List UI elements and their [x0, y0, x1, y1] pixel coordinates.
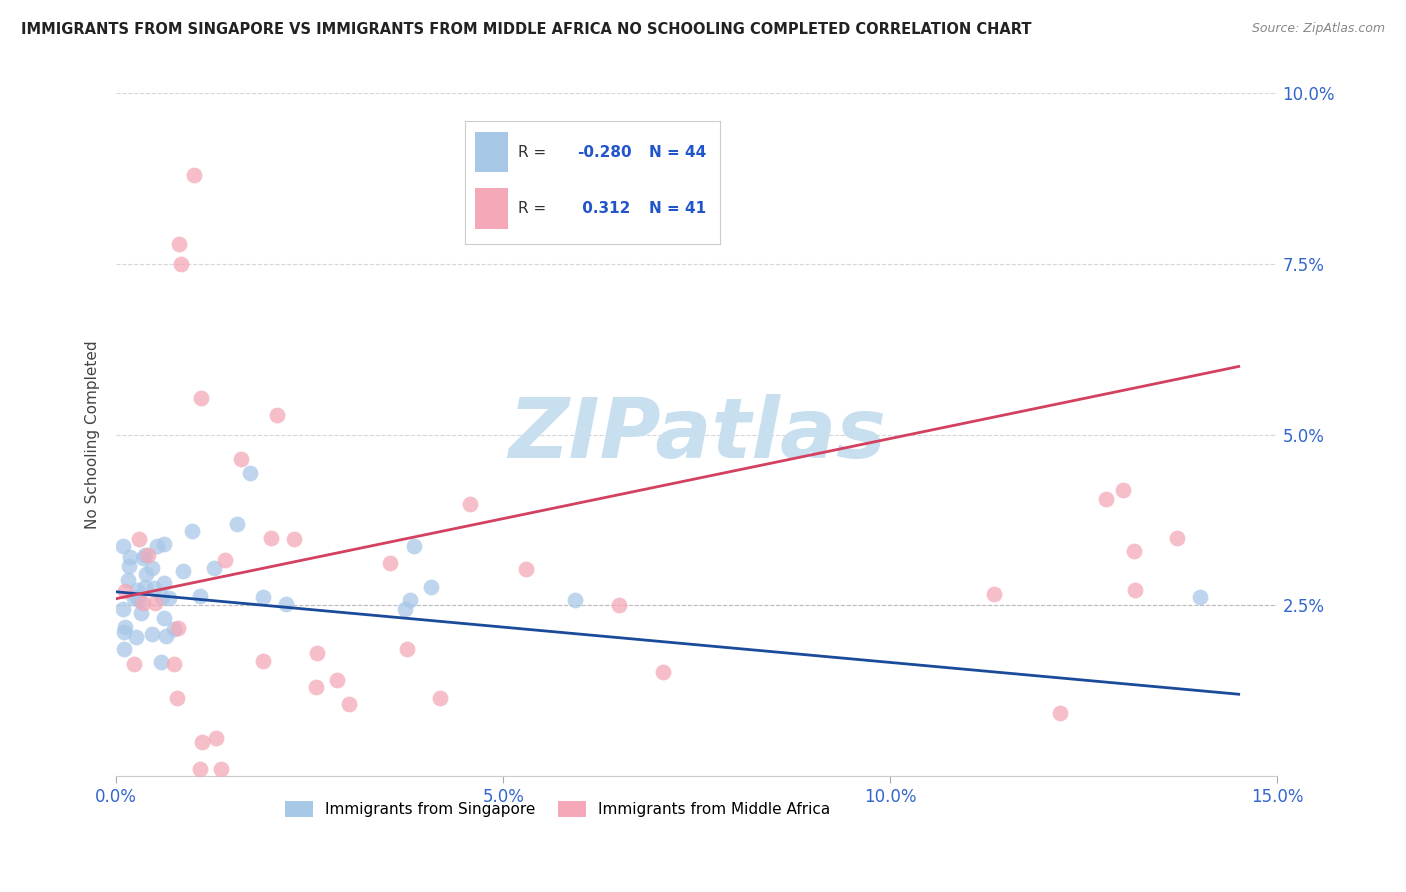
Point	[152, 611, 174, 625]
Point	[152, 537, 174, 551]
Point	[129, 607, 152, 621]
Point	[266, 408, 288, 422]
Point	[378, 556, 401, 570]
Point	[167, 621, 190, 635]
Point	[1122, 544, 1144, 558]
Point	[172, 565, 194, 579]
Point	[135, 566, 157, 581]
Point	[181, 524, 204, 538]
Point	[132, 550, 155, 565]
Point	[132, 596, 155, 610]
Point	[112, 602, 135, 616]
Point	[118, 558, 141, 573]
Point	[122, 591, 145, 605]
Legend: Immigrants from Singapore, Immigrants from Middle Africa: Immigrants from Singapore, Immigrants fr…	[278, 795, 837, 823]
Point	[337, 698, 360, 712]
Point	[117, 573, 139, 587]
Point	[143, 596, 166, 610]
Point	[146, 539, 169, 553]
Y-axis label: No Schooling Completed: No Schooling Completed	[86, 341, 100, 529]
Point	[111, 540, 134, 554]
Point	[202, 560, 225, 574]
Point	[252, 590, 274, 604]
Point	[183, 169, 205, 183]
Point	[404, 539, 426, 553]
Point	[136, 548, 159, 562]
Point	[150, 655, 173, 669]
Point	[276, 597, 298, 611]
Point	[399, 593, 422, 607]
Point	[1166, 531, 1188, 545]
Point	[190, 589, 212, 603]
Point	[305, 680, 328, 694]
Point	[141, 626, 163, 640]
Point	[209, 762, 232, 776]
Point	[134, 580, 156, 594]
Point	[564, 593, 586, 607]
Point	[120, 549, 142, 564]
Text: ZIPatlas: ZIPatlas	[508, 394, 886, 475]
Point	[190, 391, 212, 405]
Point	[283, 532, 305, 546]
Point	[150, 590, 173, 604]
Point	[652, 665, 675, 680]
Point	[155, 630, 177, 644]
Point	[141, 561, 163, 575]
Point	[419, 580, 441, 594]
Point	[1111, 483, 1133, 497]
Point	[134, 548, 156, 562]
Point	[125, 630, 148, 644]
Point	[112, 641, 135, 656]
Point	[157, 591, 180, 605]
Point	[252, 654, 274, 668]
Point	[609, 598, 631, 612]
Point	[162, 657, 184, 671]
Point	[128, 533, 150, 547]
Point	[1049, 706, 1071, 720]
Point	[112, 624, 135, 639]
Point	[170, 257, 193, 271]
Point	[396, 642, 419, 657]
Point	[167, 236, 190, 251]
Point	[225, 516, 247, 531]
Point	[214, 553, 236, 567]
Text: IMMIGRANTS FROM SINGAPORE VS IMMIGRANTS FROM MIDDLE AFRICA NO SCHOOLING COMPLETE: IMMIGRANTS FROM SINGAPORE VS IMMIGRANTS …	[21, 22, 1032, 37]
Point	[394, 601, 416, 615]
Point	[166, 691, 188, 706]
Point	[983, 587, 1005, 601]
Point	[429, 691, 451, 706]
Point	[1188, 590, 1211, 604]
Point	[1095, 491, 1118, 506]
Point	[128, 593, 150, 607]
Point	[122, 657, 145, 671]
Point	[1123, 582, 1146, 597]
Point	[114, 583, 136, 598]
Point	[153, 576, 176, 591]
Point	[307, 646, 329, 660]
Point	[205, 731, 228, 745]
Point	[260, 531, 283, 545]
Text: Source: ZipAtlas.com: Source: ZipAtlas.com	[1251, 22, 1385, 36]
Point	[515, 561, 537, 575]
Point	[162, 622, 184, 636]
Point	[239, 467, 262, 481]
Point	[190, 734, 212, 748]
Point	[231, 451, 253, 466]
Point	[188, 762, 211, 776]
Point	[458, 498, 481, 512]
Point	[143, 582, 166, 596]
Point	[127, 583, 149, 598]
Point	[127, 590, 149, 604]
Point	[326, 673, 349, 688]
Point	[114, 620, 136, 634]
